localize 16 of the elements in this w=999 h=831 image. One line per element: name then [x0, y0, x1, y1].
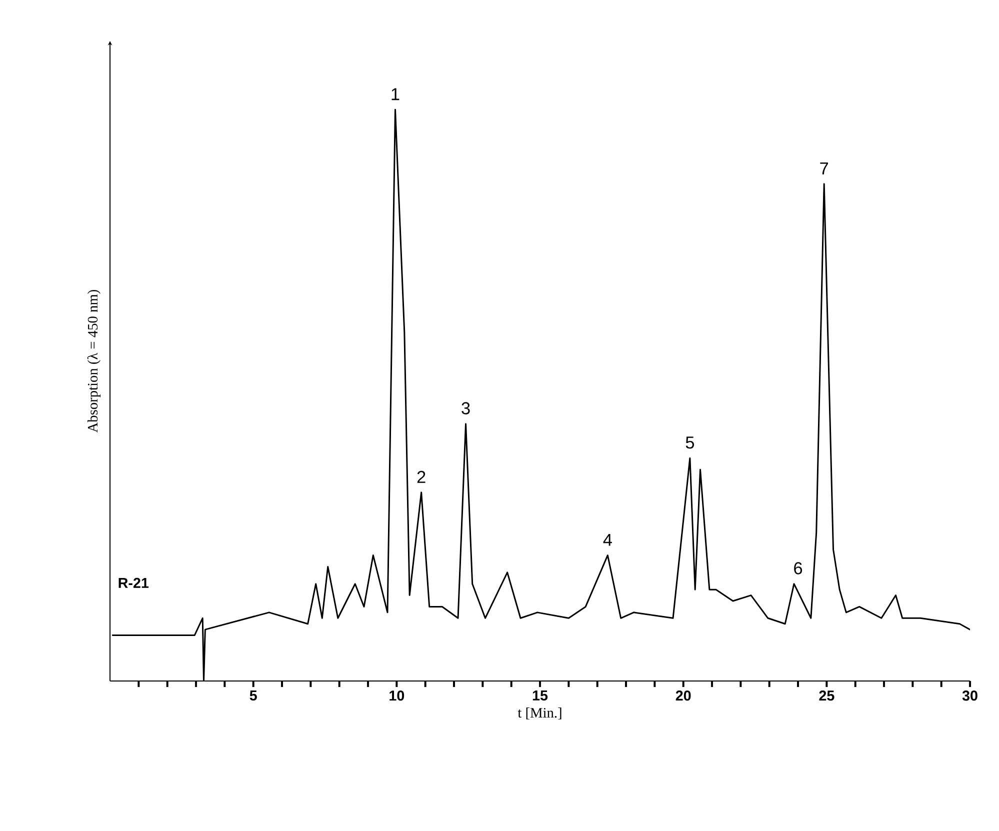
x-axis-title: t [Min.]	[518, 708, 562, 720]
x-tick-label: 10	[390, 690, 404, 701]
x-tick-label: 20	[676, 690, 691, 701]
annotation: 4	[603, 534, 612, 546]
annotation: 2	[417, 470, 426, 483]
annotation: 7	[820, 162, 828, 174]
y-axis-title: Absorption (λ = 450 nm)	[87, 290, 100, 433]
annotation: 3	[462, 402, 470, 414]
annotation: 1	[392, 88, 400, 100]
x-tick-label: 25	[819, 690, 834, 701]
x-tick-label: 15	[532, 690, 548, 701]
annotation: R-21	[118, 578, 149, 588]
annotation: 5	[686, 436, 694, 449]
x-tick-label: 30	[962, 690, 978, 701]
x-tick-label: 5	[250, 690, 257, 701]
annotation: 6	[794, 562, 802, 574]
